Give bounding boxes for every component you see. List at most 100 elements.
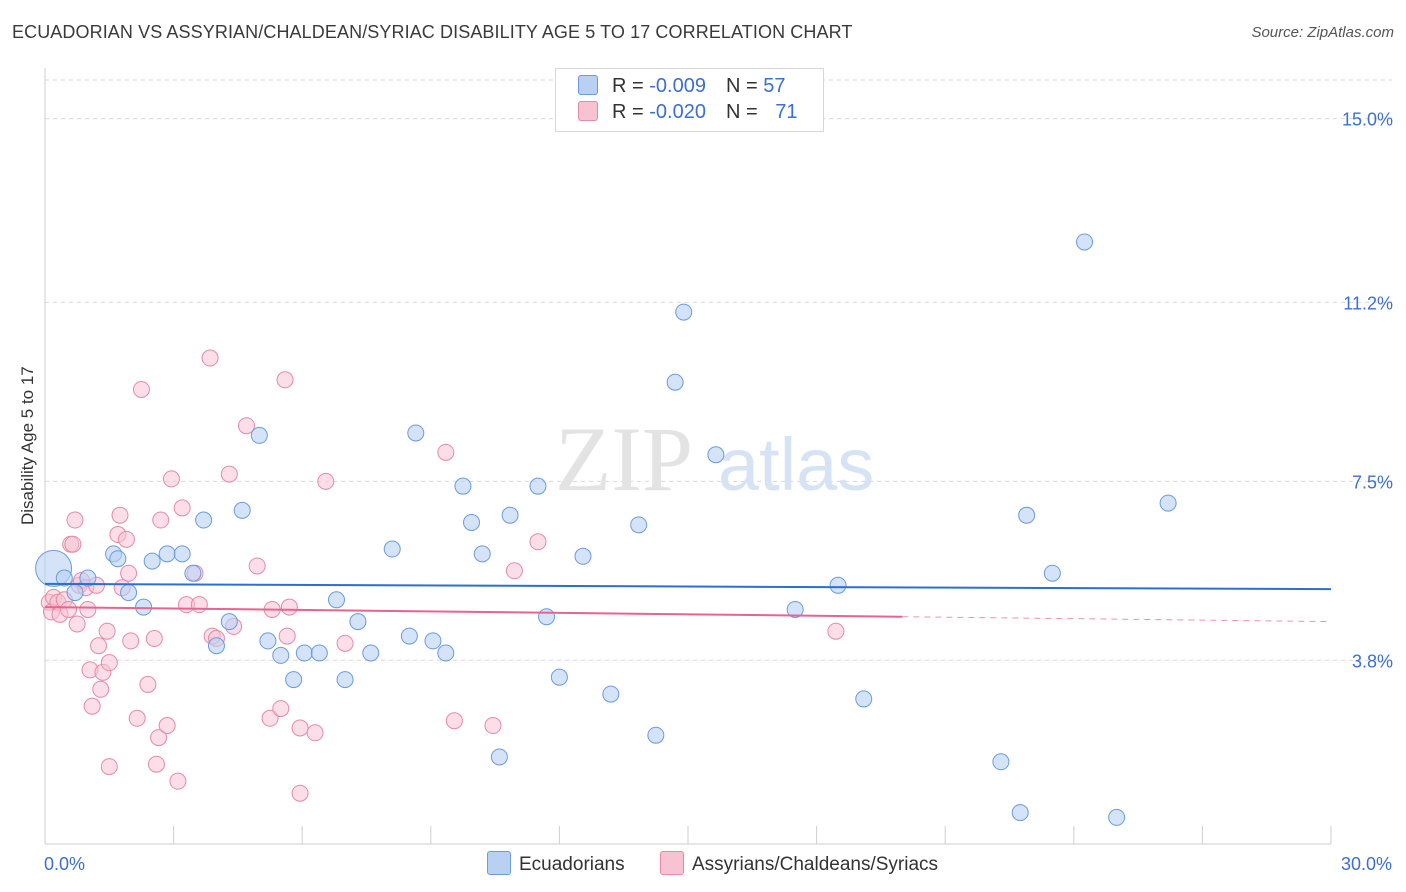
data-point-ecuadorians <box>135 598 153 616</box>
chart-title: ECUADORIAN VS ASSYRIAN/CHALDEAN/SYRIAC D… <box>12 22 853 42</box>
data-point-assyrians <box>83 697 101 715</box>
data-point-assyrians <box>445 712 463 730</box>
data-point-assyrians <box>145 629 163 647</box>
data-point-ecuadorians <box>158 545 176 563</box>
bottom-legend-swatch-blue <box>487 851 511 875</box>
data-point-ecuadorians <box>424 632 442 650</box>
data-point-assyrians <box>484 717 502 735</box>
trend-lines <box>44 582 1332 623</box>
data-point-ecuadorians <box>383 540 401 558</box>
data-point-assyrians <box>317 472 335 490</box>
trend-line-ecuadorians <box>44 582 1332 591</box>
bottom-legend-swatch-pink <box>660 851 684 875</box>
data-point-assyrians <box>173 499 191 517</box>
watermark: ZIP atlas <box>555 408 874 510</box>
data-point-assyrians <box>272 700 290 718</box>
legend-n-value: 57 <box>763 75 786 97</box>
correlation-legend: R = -0.009 N = 57 R = -0.020 N = 71 <box>555 68 824 132</box>
legend-r-label: R = <box>612 101 650 123</box>
legend-n-value: 71 <box>775 101 798 123</box>
data-point-assyrians <box>122 632 140 650</box>
trend-line-assyrians <box>44 606 903 618</box>
data-point-ecuadorians <box>336 671 354 689</box>
data-point-ecuadorians <box>272 646 290 664</box>
data-point-ecuadorians <box>120 584 138 602</box>
watermark-zip: ZIP <box>555 408 693 510</box>
legend-r-value: -0.020 <box>649 101 706 123</box>
data-point-ecuadorians <box>1108 808 1126 826</box>
data-point-assyrians <box>111 506 129 524</box>
bottom-legend-ecuadorians: Ecuadorians <box>487 851 625 876</box>
data-point-ecuadorians <box>666 373 684 391</box>
data-point-ecuadorians <box>233 501 251 519</box>
data-point-assyrians <box>220 465 238 483</box>
data-point-ecuadorians <box>501 506 519 524</box>
x-tick-label: 30.0% <box>1341 854 1392 874</box>
data-point-assyrians <box>120 564 138 582</box>
data-point-ecuadorians <box>285 671 303 689</box>
data-point-assyrians <box>150 729 168 747</box>
data-point-ecuadorians <box>463 513 481 531</box>
data-point-ecuadorians <box>327 591 345 609</box>
legend-r-label: R = <box>612 75 650 97</box>
data-point-assyrians <box>261 709 279 727</box>
data-point-ecuadorians <box>529 477 547 495</box>
bottom-legend-label: Ecuadorians <box>519 854 625 875</box>
data-point-assyrians <box>248 557 266 575</box>
data-point-assyrians <box>336 634 354 652</box>
data-point-ecuadorians <box>855 690 873 708</box>
data-point-assyrians <box>132 380 150 398</box>
data-point-ecuadorians <box>66 584 84 602</box>
data-point-ecuadorians <box>707 446 725 464</box>
data-point-assyrians <box>278 627 296 645</box>
y-tick-label: 3.8% <box>1352 651 1393 671</box>
data-point-ecuadorians <box>630 516 648 534</box>
legend-n-label: N = <box>725 101 764 123</box>
series-assyrians-points <box>40 349 845 802</box>
data-point-assyrians <box>117 530 135 548</box>
data-point-ecuadorians <box>550 668 568 686</box>
series-ecuadorians-points <box>35 233 1177 826</box>
trend-line-assyrians-extension <box>902 616 1332 623</box>
data-point-assyrians <box>162 470 180 488</box>
data-point-assyrians <box>190 596 208 614</box>
data-point-ecuadorians <box>675 303 693 321</box>
y-tick-label: 15.0% <box>1342 110 1393 130</box>
data-point-ecuadorians <box>437 644 455 662</box>
y-tick-label: 7.5% <box>1352 472 1393 492</box>
data-point-ecuadorians <box>786 600 804 618</box>
data-point-assyrians <box>505 562 523 580</box>
data-point-assyrians <box>128 709 146 727</box>
data-point-ecuadorians <box>647 726 665 744</box>
data-point-assyrians <box>92 680 110 698</box>
data-point-ecuadorians <box>1018 506 1036 524</box>
data-point-ecuadorians <box>829 576 847 594</box>
data-point-ecuadorians <box>407 424 425 442</box>
data-point-assyrians <box>98 622 116 640</box>
data-point-ecuadorians <box>184 564 202 582</box>
source-label: Source: ZipAtlas.com <box>1251 24 1394 41</box>
tick-labels: 3.8% 7.5% 11.2% 15.0% 0.0% 30.0% <box>44 110 1393 874</box>
watermark-atlas: atlas <box>718 423 874 506</box>
data-point-ecuadorians <box>109 550 127 568</box>
data-point-assyrians <box>90 637 108 655</box>
data-point-ecuadorians <box>1011 804 1029 822</box>
legend-row-assyrians: R = -0.020 N = 71 <box>578 101 797 125</box>
data-point-ecuadorians <box>602 685 620 703</box>
y-tick-label: 11.2% <box>1343 293 1393 313</box>
data-point-assyrians <box>68 615 86 633</box>
data-point-assyrians <box>827 622 845 640</box>
legend-swatch-blue <box>578 75 598 95</box>
data-point-assyrians <box>291 719 309 737</box>
data-point-assyrians <box>64 535 82 553</box>
data-point-ecuadorians <box>362 644 380 662</box>
data-point-ecuadorians <box>143 552 161 570</box>
data-point-assyrians <box>100 758 118 776</box>
data-point-assyrians <box>280 598 298 616</box>
legend-swatch-pink <box>578 101 598 121</box>
data-point-ecuadorians <box>55 569 73 587</box>
data-point-assyrians <box>147 755 165 773</box>
data-point-assyrians <box>437 443 455 461</box>
data-point-ecuadorians <box>220 613 238 631</box>
